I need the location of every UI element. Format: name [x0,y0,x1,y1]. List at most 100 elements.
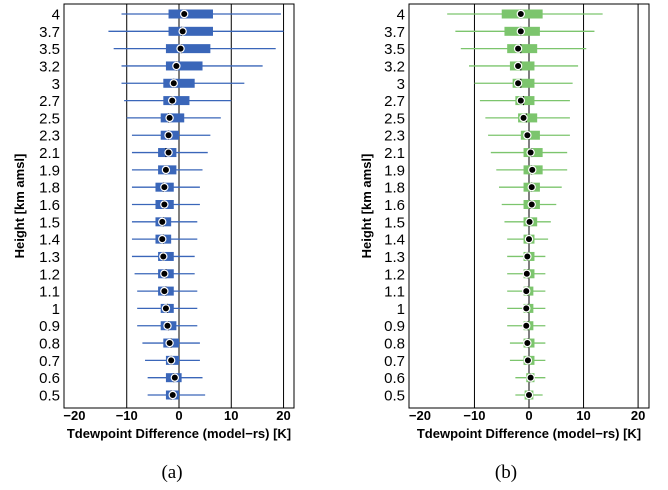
y-tick-label: 0.8 [39,336,60,353]
mean-marker [166,356,176,365]
mean-marker [526,373,535,382]
panel-caption: (a) [161,462,182,483]
mean-marker [527,182,536,192]
y-tick-label: 1.4 [384,232,405,249]
y-tick-label: 0.5 [39,388,60,405]
mean-marker [159,252,168,261]
box [512,78,535,88]
y-tick-label: 3.5 [384,41,405,58]
mean-marker [172,61,181,71]
mean-marker [526,148,535,157]
x-tick-label: −20 [63,408,85,423]
mean-marker [516,27,526,36]
y-tick-label: 1.1 [39,284,60,301]
y-tick-label: 2.3 [384,128,405,145]
x-tick-label: 0 [175,408,182,423]
y-tick-label: 0.5 [384,388,405,405]
x-tick-label: 20 [276,408,290,423]
mean-marker [522,321,531,330]
mean-marker [165,113,174,123]
y-tick-label: 1.1 [384,284,405,301]
mean-marker [522,286,531,296]
y-tick-label: 3.2 [39,58,60,75]
y-tick-label: 0.8 [384,336,405,353]
y-tick-label: 3 [397,76,405,93]
y-tick-labels: 0.50.60.70.80.911.11.21.31.41.51.61.81.9… [384,7,405,405]
y-tick-label: 3.7 [39,24,60,41]
mean-marker [519,113,528,123]
mean-marker [525,217,534,227]
mean-marker [513,44,523,53]
box [163,78,195,88]
mean-marker [160,286,169,296]
y-tick-label: 2.3 [39,128,60,145]
y-tick-label: 1.6 [384,197,405,214]
mean-marker [168,96,177,105]
panel-a: 0.50.60.70.80.911.11.21.31.41.51.61.81.9… [12,3,295,483]
mean-marker [168,390,177,400]
mean-marker [169,79,178,88]
y-tick-label: 3 [52,76,60,93]
x-tick-label: −10 [116,408,138,423]
mean-marker [516,96,526,105]
y-axis-label: Height [km amsl] [359,154,374,259]
y-tick-label: 1.9 [384,162,405,179]
mean-marker [164,148,173,157]
y-tick-label: 1.6 [39,197,60,214]
box [168,26,213,36]
y-tick-label: 1 [52,301,60,318]
y-tick-label: 1.9 [39,162,60,179]
x-tick-label: −10 [463,408,485,423]
box-series [108,9,284,400]
x-tick-label: −20 [409,408,431,423]
y-tick-label: 3.7 [384,24,405,41]
mean-marker [523,356,533,365]
mean-marker [161,165,171,175]
mean-marker [528,165,537,175]
mean-marker [160,200,169,209]
box-series [447,9,603,400]
box [165,44,211,54]
y-tick-label: 0.6 [39,370,60,387]
x-tick-label: 20 [631,408,645,423]
x-tick-labels: −20 −10 0 10 20 [63,408,290,423]
y-tick-label: 2.5 [384,110,405,127]
x-tick-label: 10 [576,408,590,423]
mean-marker [513,79,523,88]
y-tick-label: 1.5 [39,214,60,231]
y-tick-label: 1.3 [384,249,405,266]
mean-marker [160,182,169,192]
x-tick-label: 10 [224,408,238,423]
y-tick-label: 2.5 [39,110,60,127]
y-tick-label: 1.2 [39,266,60,283]
mean-marker [522,269,532,278]
mean-marker [163,321,172,330]
y-tick-label: 2.1 [384,145,405,162]
mean-marker [160,269,169,278]
y-tick-label: 1.5 [384,214,405,231]
y-tick-label: 4 [397,7,405,24]
y-tick-label: 2.7 [384,93,405,110]
y-tick-label: 0.9 [39,318,60,335]
mean-marker [158,234,167,244]
y-tick-label: 1.2 [384,266,405,283]
y-tick-label: 1.3 [39,249,60,266]
y-tick-labels: 0.50.60.70.80.911.11.21.31.41.51.61.81.9… [39,7,60,405]
y-tick-label: 4 [52,7,60,24]
box [168,9,213,19]
mean-marker [161,304,171,313]
mean-marker [178,27,187,36]
mean-marker [527,200,536,209]
mean-marker [524,234,534,244]
x-tick-label: 0 [525,408,532,423]
y-tick-label: 0.7 [384,353,405,370]
mean-marker [523,338,532,348]
mean-marker [516,9,526,19]
mean-marker [164,131,173,140]
mean-marker [513,61,523,71]
x-tick-labels: −20 −10 0 10 20 [409,408,645,423]
y-tick-label: 2.1 [39,145,60,162]
reference-lines [126,4,285,408]
y-tick-label: 3.2 [384,58,405,75]
